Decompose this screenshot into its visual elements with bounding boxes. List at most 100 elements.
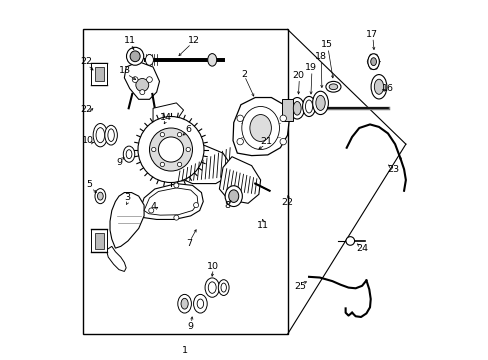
Text: 22: 22: [281, 198, 293, 207]
Text: 2: 2: [241, 70, 247, 79]
Text: 7: 7: [185, 239, 191, 248]
Circle shape: [280, 115, 286, 122]
Ellipse shape: [325, 81, 340, 92]
Text: 10: 10: [81, 136, 94, 145]
Text: 1: 1: [182, 346, 188, 355]
Ellipse shape: [218, 280, 228, 296]
Ellipse shape: [197, 299, 203, 309]
Ellipse shape: [104, 125, 117, 145]
Text: 22: 22: [80, 105, 92, 114]
Circle shape: [140, 90, 144, 95]
Text: 11: 11: [123, 36, 136, 45]
Text: 24: 24: [355, 244, 367, 253]
Circle shape: [160, 162, 164, 167]
Text: 12: 12: [187, 36, 199, 45]
Circle shape: [237, 138, 243, 145]
Text: 6: 6: [185, 125, 191, 134]
Polygon shape: [106, 246, 126, 271]
Text: 22: 22: [80, 57, 92, 66]
Circle shape: [174, 183, 179, 188]
Ellipse shape: [126, 47, 143, 65]
Ellipse shape: [178, 294, 191, 313]
Text: 16: 16: [381, 84, 393, 93]
Ellipse shape: [370, 58, 376, 66]
Bar: [91, 229, 107, 252]
Circle shape: [280, 138, 286, 145]
Ellipse shape: [108, 129, 114, 141]
Ellipse shape: [302, 96, 315, 117]
Ellipse shape: [312, 91, 328, 114]
Circle shape: [185, 147, 190, 152]
Ellipse shape: [207, 54, 216, 66]
Ellipse shape: [373, 79, 383, 94]
Text: 17: 17: [365, 30, 377, 39]
Circle shape: [151, 147, 156, 152]
Polygon shape: [176, 144, 230, 184]
Circle shape: [136, 78, 148, 91]
Text: 20: 20: [292, 71, 304, 80]
Polygon shape: [219, 157, 260, 203]
Bar: [94, 233, 104, 249]
Ellipse shape: [96, 128, 104, 143]
Bar: [83, 30, 287, 334]
Ellipse shape: [123, 146, 135, 162]
Bar: [91, 63, 107, 85]
Ellipse shape: [221, 283, 226, 292]
Ellipse shape: [289, 98, 304, 119]
Ellipse shape: [145, 54, 153, 65]
Ellipse shape: [208, 282, 216, 293]
Text: 5: 5: [86, 180, 92, 189]
Circle shape: [346, 237, 354, 245]
Text: 11: 11: [256, 221, 268, 230]
Polygon shape: [144, 188, 198, 215]
Text: 25: 25: [294, 282, 306, 291]
Ellipse shape: [228, 190, 238, 202]
Text: 23: 23: [386, 165, 399, 174]
Circle shape: [158, 137, 183, 162]
Ellipse shape: [249, 114, 271, 141]
Text: 13: 13: [119, 67, 131, 76]
Polygon shape: [110, 193, 144, 248]
Ellipse shape: [181, 298, 188, 309]
Circle shape: [160, 132, 164, 137]
Text: 15: 15: [320, 40, 332, 49]
Ellipse shape: [204, 278, 219, 297]
Polygon shape: [153, 103, 183, 126]
Ellipse shape: [367, 54, 379, 69]
Text: 8: 8: [224, 201, 230, 210]
Text: 14: 14: [159, 113, 171, 122]
Circle shape: [177, 132, 182, 137]
Polygon shape: [233, 98, 289, 156]
Text: 19: 19: [304, 63, 316, 72]
Circle shape: [237, 115, 243, 122]
Circle shape: [174, 215, 179, 220]
Text: 18: 18: [314, 53, 326, 62]
Text: 9: 9: [116, 158, 122, 167]
Text: 4: 4: [150, 202, 156, 211]
Circle shape: [132, 77, 138, 82]
Ellipse shape: [305, 100, 312, 113]
Polygon shape: [139, 184, 203, 220]
Ellipse shape: [193, 294, 207, 313]
Ellipse shape: [370, 75, 386, 99]
Text: 21: 21: [260, 138, 272, 147]
Circle shape: [138, 117, 203, 183]
Circle shape: [193, 203, 198, 208]
Ellipse shape: [241, 107, 279, 149]
Ellipse shape: [130, 51, 140, 62]
Ellipse shape: [126, 150, 132, 159]
Circle shape: [149, 128, 192, 171]
Ellipse shape: [93, 123, 107, 147]
Ellipse shape: [97, 192, 103, 200]
Ellipse shape: [224, 186, 242, 207]
Ellipse shape: [293, 102, 301, 115]
Circle shape: [148, 208, 153, 213]
Circle shape: [146, 77, 152, 82]
Bar: [95, 67, 103, 81]
Text: 9: 9: [187, 322, 193, 331]
Ellipse shape: [95, 189, 105, 204]
Circle shape: [177, 162, 182, 167]
Text: 3: 3: [123, 193, 130, 202]
Bar: [282, 99, 292, 121]
Text: 10: 10: [207, 262, 219, 271]
